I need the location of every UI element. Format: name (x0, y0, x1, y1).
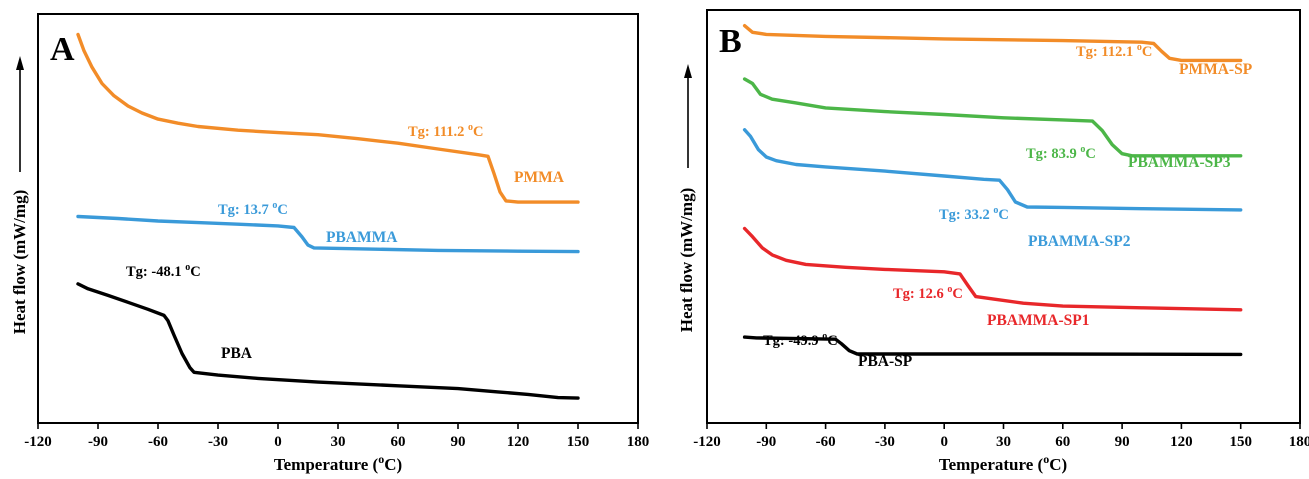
panel-b: -120 -90 -60 -30 0 30 60 90 120 150 180 Tg: 112.1 … (677, 9, 1309, 474)
x-tick-label: 30 (996, 434, 1011, 450)
x-tick-label: 180 (627, 434, 650, 450)
x-tick-label: -120 (24, 434, 52, 450)
x-tick-label: 120 (507, 434, 530, 450)
tg-annotation: Tg: -48.1 oC (126, 262, 201, 280)
x-ticks: -120 -90 -60 -30 0 30 60 90 120 150 180 (693, 423, 1309, 450)
x-tick-label: 150 (567, 434, 590, 450)
x-ticks: -120 -90 -60 -30 0 30 60 90 120 150 180 (24, 423, 649, 450)
x-tick-label: 180 (1289, 434, 1309, 450)
series-label: PBAMMA-SP3 (1128, 154, 1231, 171)
x-axis-title: Temperature (oC) (274, 452, 402, 474)
series-line-pmma-sp (742, 24, 1243, 63)
tg-annotation: Tg: 83.9 oC (1026, 144, 1096, 162)
series-line-pba-sp (742, 335, 1243, 357)
x-tick-label: -120 (693, 434, 721, 450)
series-curves (76, 32, 580, 400)
x-tick-label: -30 (208, 434, 228, 450)
x-tick-label: 0 (940, 434, 948, 450)
series-label: PBAMMA-SP1 (987, 312, 1089, 329)
x-tick-label: 150 (1229, 434, 1252, 450)
y-axis-title: Heat flow (mW/mg) (677, 188, 696, 332)
series-label: PMMA (514, 169, 565, 186)
x-tick-label: 30 (331, 434, 346, 450)
series-curves (742, 24, 1243, 357)
series-labels: Tg: 112.1 oC PMMA-SP Tg: 83.9 oC PBAMMA-SP3… (763, 42, 1253, 370)
tg-annotation: Tg: 33.2 oC (939, 205, 1009, 223)
y-axis-arrow (684, 64, 692, 168)
x-tick-label: 60 (1055, 434, 1070, 450)
series-line-pbamma-sp3 (742, 77, 1243, 158)
series-labels: Tg: 111.2 oC PMMA Tg: 13.7 oC PBAMMA Tg: -48… (126, 122, 565, 362)
x-tick-label: -60 (816, 434, 836, 450)
x-axis-title: Temperature (oC) (939, 452, 1067, 474)
x-tick-label: -90 (88, 434, 108, 450)
series-line-pbamma-sp2 (742, 128, 1243, 212)
series-label: PBAMMA (326, 229, 398, 246)
series-label: PMMA-SP (1179, 61, 1253, 78)
panel-letter: B (719, 23, 742, 60)
tg-annotation: Tg: 12.6 oC (893, 284, 963, 302)
x-tick-label: -60 (148, 434, 168, 450)
x-tick-label: 60 (391, 434, 406, 450)
series-line-pba (76, 282, 580, 400)
series-label: PBA-SP (858, 353, 913, 370)
x-tick-label: 90 (1115, 434, 1130, 450)
series-line-pmma (76, 32, 580, 204)
tg-annotation: Tg: 112.1 oC (1076, 42, 1152, 60)
tg-annotation: Tg: 111.2 oC (408, 122, 484, 140)
x-tick-label: 90 (451, 434, 466, 450)
x-tick-label: 120 (1170, 434, 1193, 450)
panel-letter: A (50, 31, 75, 68)
series-label: PBAMMA-SP2 (1028, 233, 1131, 250)
x-tick-label: -30 (875, 434, 895, 450)
series-label: PBA (221, 345, 253, 362)
tg-annotation: Tg: 13.7 oC (218, 200, 288, 218)
y-axis-arrow (16, 56, 24, 172)
panel-a: -120 -90 -60 -30 0 30 60 90 120 150 180 Tg: 111.2 … (10, 13, 649, 474)
y-axis-title: Heat flow (mW/mg) (10, 190, 29, 334)
series-line-pbamma-sp1 (742, 226, 1243, 312)
x-tick-label: 0 (274, 434, 282, 450)
tg-annotation: Tg: -49.9 oC (763, 331, 838, 349)
series-line-pbamma (76, 214, 580, 254)
x-tick-label: -90 (756, 434, 776, 450)
